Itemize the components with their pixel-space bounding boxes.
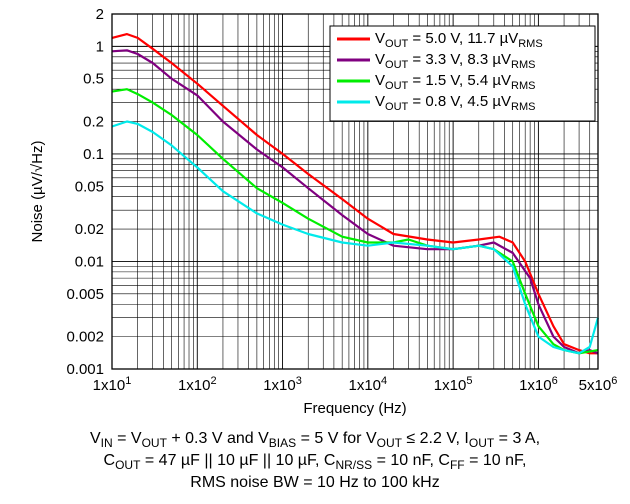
x-tick-exponent: 2: [210, 375, 216, 387]
condition-text: = V: [113, 430, 142, 447]
condition-line: COUT = 47 µF || 10 µF || 10 µF, CNR/SS =…: [104, 452, 527, 472]
legend-text-v: V: [375, 51, 385, 68]
condition-subscript: OUT: [142, 436, 168, 450]
x-tick-base: 1x10: [349, 377, 382, 394]
condition-subscript: OUT: [469, 436, 495, 450]
legend-text-v: V: [375, 93, 385, 110]
y-tick-label: 0.2: [83, 114, 104, 131]
legend-text-sub: OUT: [385, 59, 409, 71]
legend-entry: VOUT = 1.5 V, 5.4 µVRMS: [375, 72, 535, 92]
legend-text-sub2: RMS: [518, 38, 542, 50]
y-tick-label: 0.002: [66, 329, 104, 346]
x-tick-label: 5x106: [579, 375, 618, 394]
condition-text: ≤ 2.2 V, I: [402, 430, 469, 447]
condition-subscript: BIAS: [269, 436, 296, 450]
condition-text: = 3 A,: [494, 430, 540, 447]
legend-text-v: V: [375, 30, 385, 47]
y-tick-labels: 2 1 0.5 0.2 0.1 0.05 0.02 0.01 0.005 0.002 0.001: [66, 6, 104, 378]
y-tick-label: 2: [96, 6, 104, 23]
legend-text-text: = 5.0 V, 11.7 µV: [408, 30, 518, 47]
x-tick-base: 1x10: [434, 377, 467, 394]
condition-text: + 0.3 V and V: [167, 430, 269, 447]
y-axis-label: Noise (µV/√Hz): [29, 141, 46, 243]
x-tick-label: 1x106: [519, 375, 558, 394]
x-tick-labels: 1x101 1x102 1x103 1x104 1x105 1x106 5x106: [93, 375, 618, 394]
x-tick-label: 1x104: [349, 375, 388, 394]
legend-text-sub2: RMS: [511, 59, 535, 71]
series-line-2: [111, 49, 599, 355]
condition-subscript: NR/SS: [335, 458, 372, 472]
x-tick-exponent: 6: [552, 375, 558, 387]
condition-text: = 47 µF || 10 µF || 10 µF, C: [140, 452, 335, 469]
x-tick-exponent: 1: [125, 375, 131, 387]
legend-text-sub2: RMS: [511, 101, 535, 113]
legend-entry: VOUT = 3.3 V, 8.3 µVRMS: [375, 51, 535, 71]
y-tick-label: 0.05: [75, 178, 104, 195]
condition-subscript: OUT: [115, 458, 141, 472]
condition-text: V: [90, 430, 101, 447]
x-tick-base: 1x10: [519, 377, 552, 394]
y-axis-label-post: V/√Hz): [29, 141, 46, 187]
plot-frame: [111, 13, 599, 370]
x-tick-base: 1x10: [93, 377, 126, 394]
y-axis-label-mu: µ: [29, 186, 46, 195]
x-tick-exponent: 3: [296, 375, 302, 387]
condition-text: = 10 nF, C: [372, 452, 450, 469]
condition-subscript: FF: [450, 458, 465, 472]
y-tick-label: 0.01: [75, 253, 104, 270]
legend-text-v: V: [375, 72, 385, 89]
y-tick-label: 0.005: [66, 286, 104, 303]
x-tick-label: 1x102: [178, 375, 217, 394]
x-axis-label: Frequency (Hz): [303, 400, 406, 417]
y-tick-label: 0.02: [75, 221, 104, 238]
legend-text-sub: OUT: [385, 80, 409, 92]
x-tick-label: 1x105: [434, 375, 473, 394]
condition-subscript: OUT: [377, 436, 403, 450]
condition-subscript: IN: [101, 436, 113, 450]
condition-line: VIN = VOUT + 0.3 V and VBIAS = 5 V for V…: [90, 430, 540, 450]
y-tick-label: 1: [96, 38, 104, 55]
condition-text: = 5 V for V: [296, 430, 377, 447]
x-tick-label: 1x101: [93, 375, 132, 394]
series-line-4: [111, 120, 600, 355]
x-tick-base: 1x10: [178, 377, 211, 394]
condition-line: RMS noise BW = 10 Hz to 100 kHz: [190, 474, 439, 491]
series-line-1: [111, 33, 598, 355]
legend-text-sub: OUT: [385, 38, 409, 50]
legend-text-text: = 3.3 V, 8.3 µV: [408, 51, 511, 68]
condition-text: C: [104, 452, 116, 469]
x-tick-label: 1x103: [263, 375, 302, 394]
x-tick-exponent: 6: [611, 375, 617, 387]
condition-text: = 10 nF,: [465, 452, 527, 469]
legend-text-sub2: RMS: [511, 80, 535, 92]
series-lines: [111, 33, 600, 355]
x-tick-base: 5x10: [579, 377, 612, 394]
y-tick-label: 0.1: [83, 146, 104, 163]
condition-text: RMS noise BW = 10 Hz to 100 kHz: [190, 474, 439, 491]
legend-text-text: = 1.5 V, 5.4 µV: [408, 72, 511, 89]
x-tick-base: 1x10: [263, 377, 296, 394]
y-tick-label: 0.001: [66, 361, 104, 378]
x-tick-exponent: 4: [381, 375, 387, 387]
legend-text-sub: OUT: [385, 101, 409, 113]
legend-entry: VOUT = 0.8 V, 4.5 µVRMS: [375, 93, 535, 113]
x-tick-exponent: 5: [466, 375, 472, 387]
test-conditions: VIN = VOUT + 0.3 V and VBIAS = 5 V for V…: [90, 430, 540, 491]
y-tick-label: 0.5: [83, 71, 104, 88]
legend-text-text: = 0.8 V, 4.5 µV: [408, 93, 511, 110]
legend-box: [329, 25, 596, 122]
legend-entry: VOUT = 5.0 V, 11.7 µVRMS: [375, 30, 543, 50]
y-axis-label-pre: Noise (: [29, 195, 46, 243]
